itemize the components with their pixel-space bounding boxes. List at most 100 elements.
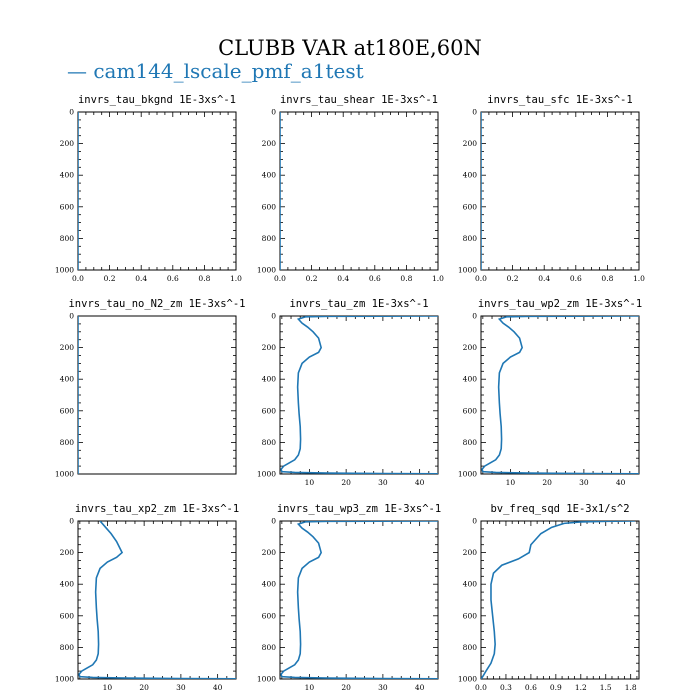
x-tick-label: 1.8 [625, 683, 637, 692]
y-tick-label: 600 [262, 406, 277, 415]
y-tick-label: 0 [271, 312, 276, 321]
y-tick-label: 800 [60, 438, 75, 447]
x-tick-label: 0.2 [104, 274, 116, 283]
y-tick-label: 800 [463, 234, 478, 243]
x-tick-label: 20 [341, 683, 351, 692]
panel-title: invrs_tau_wp3_zm 1E-3xs^-1 [277, 503, 441, 515]
x-tick-label: 30 [378, 683, 388, 692]
y-tick-label: 1000 [257, 266, 276, 275]
y-tick-label: 800 [60, 234, 75, 243]
y-tick-label: 800 [262, 643, 277, 652]
panel-9: bv_freq_sqd 1E-3x1/s^2020040060080010000… [458, 503, 640, 692]
y-tick-label: 800 [463, 643, 478, 652]
y-tick-label: 800 [60, 643, 75, 652]
panel-title: invrs_tau_sfc 1E-3xs^-1 [487, 94, 632, 106]
x-tick-label: 20 [542, 478, 552, 487]
x-tick-label: 1.0 [230, 274, 242, 283]
y-tick-label: 200 [463, 548, 478, 557]
y-tick-label: 0 [472, 108, 477, 117]
y-tick-label: 800 [262, 234, 277, 243]
y-tick-label: 1000 [55, 266, 74, 275]
x-tick-label: 0.4 [538, 274, 550, 283]
series-line [481, 316, 639, 474]
y-tick-label: 600 [463, 202, 478, 211]
y-tick-label: 0 [472, 517, 477, 526]
x-tick-label: 1.5 [600, 683, 612, 692]
panel-title: invrs_tau_no_N2_zm 1E-3xs^-1 [68, 298, 245, 310]
x-tick-label: 20 [341, 478, 351, 487]
y-tick-label: 400 [60, 580, 75, 589]
x-tick-label: 0.9 [550, 683, 562, 692]
y-tick-label: 600 [60, 202, 75, 211]
x-tick-label: 0.0 [274, 274, 286, 283]
y-tick-label: 0 [472, 312, 477, 321]
plot-frame [77, 315, 237, 475]
y-tick-label: 0 [69, 517, 74, 526]
series-line [78, 521, 236, 679]
y-tick-label: 600 [463, 611, 478, 620]
plot-frame [77, 520, 237, 680]
y-tick-label: 1000 [257, 675, 276, 684]
x-tick-label: 0.8 [601, 274, 613, 283]
y-tick-label: 1000 [55, 470, 74, 479]
x-tick-label: 0.6 [167, 274, 179, 283]
panel-title: invrs_tau_shear 1E-3xs^-1 [280, 94, 438, 106]
panel-title: invrs_tau_zm 1E-3xs^-1 [289, 298, 428, 310]
x-tick-label: 0.6 [570, 274, 582, 283]
plot-frame [279, 111, 439, 271]
panel-3: invrs_tau_sfc 1E-3xs^-1 0 200 400 600 800 1000… [458, 94, 645, 283]
y-tick-label: 200 [262, 548, 277, 557]
x-tick-label: 1.0 [633, 274, 645, 283]
x-tick-label: 10 [103, 683, 113, 692]
y-tick-label: 1000 [458, 470, 477, 479]
y-tick-label: 400 [463, 580, 478, 589]
panel-1: invrs_tau_bkgnd 1E-3xs^-1 0 200 400 600 800 10… [55, 94, 242, 283]
x-tick-label: 40 [213, 683, 223, 692]
y-tick-label: 1000 [257, 470, 276, 479]
series-line [280, 316, 438, 474]
x-tick-label: 1.0 [432, 274, 444, 283]
x-tick-label: 40 [415, 478, 425, 487]
x-tick-label: 0.3 [500, 683, 512, 692]
panel-6: invrs_tau_wp2_zm 1E-3xs^-10 200 400 600 800 1… [458, 298, 642, 487]
y-tick-label: 400 [262, 171, 277, 180]
y-tick-label: 800 [262, 438, 277, 447]
x-tick-label: 10 [305, 478, 315, 487]
x-tick-label: 30 [378, 478, 388, 487]
y-tick-label: 200 [463, 343, 478, 352]
x-tick-label: 10 [305, 683, 315, 692]
y-tick-label: 200 [60, 343, 75, 352]
x-tick-label: 40 [415, 683, 425, 692]
main-title: CLUBB VAR at180E,60N [218, 36, 482, 60]
y-tick-label: 200 [60, 139, 75, 148]
y-tick-label: 600 [262, 611, 277, 620]
y-tick-label: 0 [271, 517, 276, 526]
x-tick-label: 30 [176, 683, 186, 692]
y-tick-label: 800 [463, 438, 478, 447]
x-tick-label: 0.0 [72, 274, 84, 283]
y-tick-label: 600 [262, 202, 277, 211]
panels: invrs_tau_bkgnd 1E-3xs^-1020040060080010… [55, 94, 645, 692]
legend-entry: — cam144_lscale_pmf_a1test [67, 59, 364, 83]
y-tick-label: 200 [262, 139, 277, 148]
y-tick-label: 1000 [458, 266, 477, 275]
x-tick-label: 40 [616, 478, 626, 487]
x-tick-label: 30 [579, 478, 589, 487]
x-tick-label: 0.6 [525, 683, 537, 692]
x-tick-label: 0.0 [475, 274, 487, 283]
y-tick-label: 600 [463, 406, 478, 415]
plot-frame [480, 520, 640, 680]
y-tick-label: 400 [463, 171, 478, 180]
y-tick-label: 400 [60, 171, 75, 180]
x-tick-label: 10 [506, 478, 516, 487]
y-tick-label: 600 [60, 611, 75, 620]
y-tick-label: 0 [271, 108, 276, 117]
panel-8: invrs_tau_wp3_zm 1E-3xs^-10 200 400 600 800 1… [257, 503, 441, 692]
y-tick-label: 1000 [458, 675, 477, 684]
plot-frame [279, 520, 439, 680]
series-line [481, 521, 635, 679]
y-tick-label: 0 [69, 108, 74, 117]
x-tick-label: 0.8 [400, 274, 412, 283]
y-tick-label: 400 [262, 580, 277, 589]
x-tick-label: 0.8 [198, 274, 210, 283]
